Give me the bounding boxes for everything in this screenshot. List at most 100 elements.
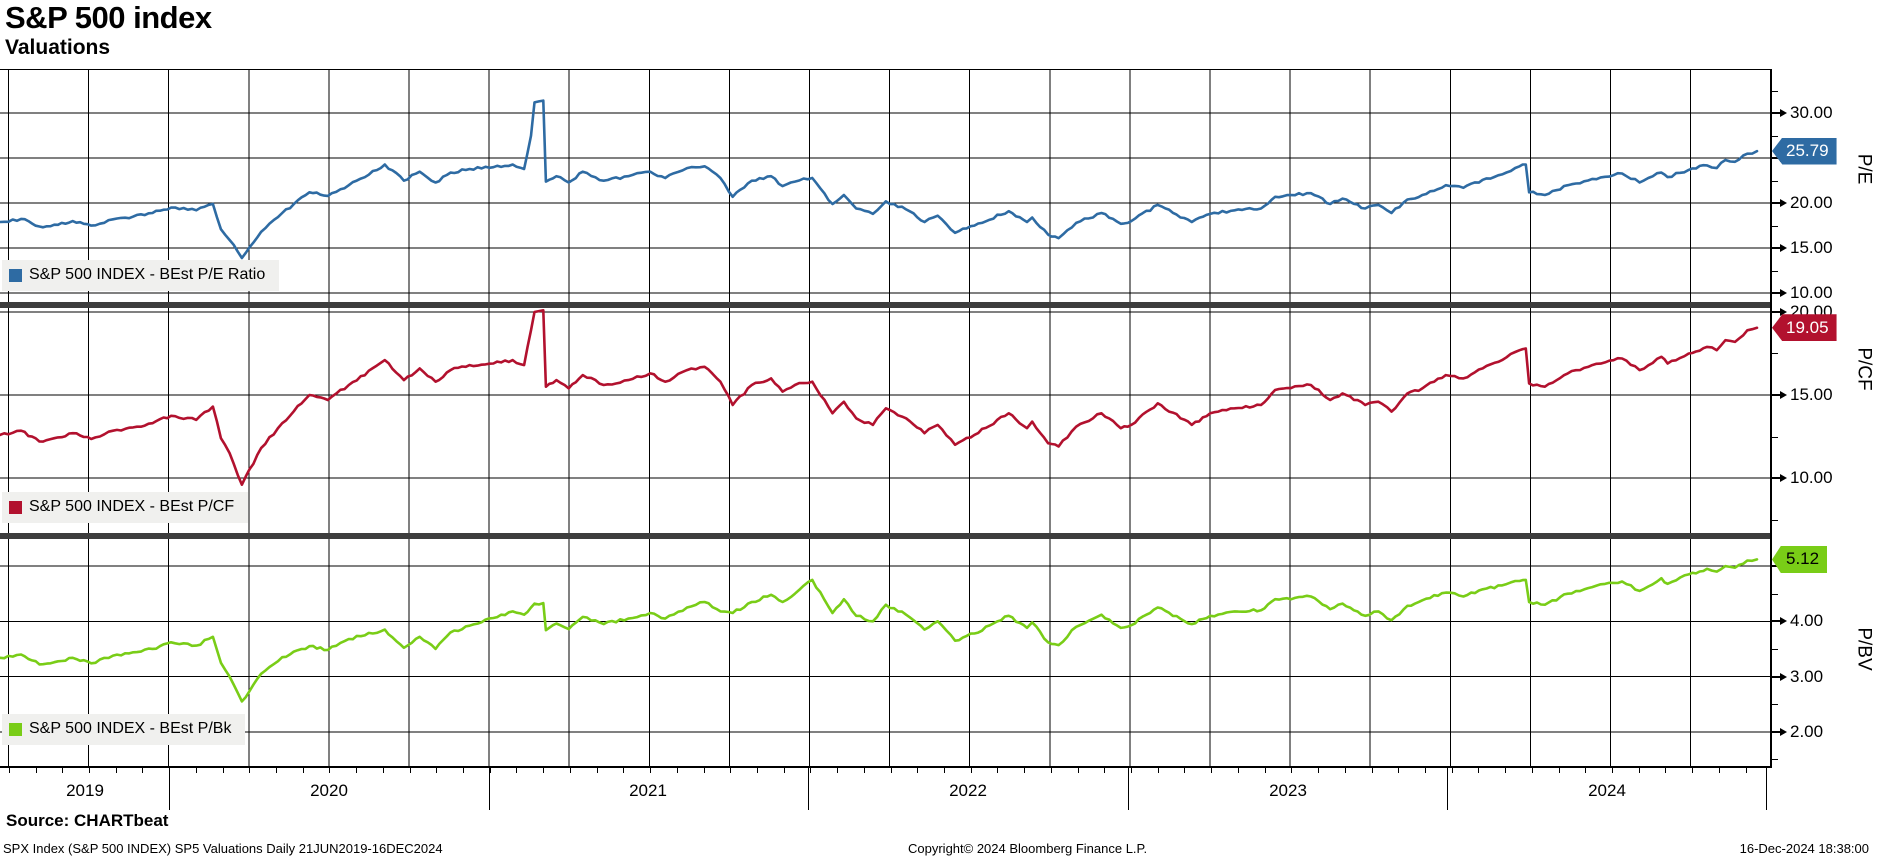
- source-line: Source: CHARTbeat: [6, 811, 169, 830]
- x-axis-month-tick: [1237, 768, 1239, 773]
- x-axis-month-tick: [756, 768, 758, 773]
- y-axis-title-pbv: P/BV: [1853, 627, 1875, 671]
- panel-separator: [0, 302, 1772, 308]
- tick-arrow-icon: [1780, 474, 1787, 483]
- x-axis-month-tick: [8, 768, 10, 773]
- x-axis-month-tick: [596, 768, 598, 773]
- panel-pe-plot[interactable]: [0, 70, 1772, 303]
- x-axis-year-label: 2019: [66, 781, 104, 800]
- y-tick-minor: [1770, 270, 1778, 272]
- x-axis-month-tick: [249, 768, 251, 773]
- x-axis-year-label: 2022: [949, 781, 987, 800]
- x-axis-year-label: 2020: [310, 781, 348, 800]
- y-tick-minor: [1770, 90, 1778, 92]
- x-axis-year-label: 2023: [1269, 781, 1307, 800]
- y-tick-minor: [1770, 225, 1778, 227]
- x-axis-month-tick: [169, 768, 171, 773]
- y-tick-label-pcf: 15.00: [1770, 385, 1833, 405]
- legend-swatch-pe-icon: [9, 268, 22, 282]
- series-line-pcf[interactable]: [0, 308, 1759, 486]
- x-axis-month-tick: [436, 768, 438, 773]
- tick-arrow-icon: [1780, 391, 1787, 399]
- x-axis-month-tick: [329, 768, 331, 773]
- x-axis-month-tick: [623, 768, 625, 773]
- x-axis-month-tick: [730, 768, 732, 773]
- series-line-pbv[interactable]: [0, 558, 1759, 703]
- x-axis-month-tick: [837, 768, 839, 773]
- footer-timestamp: 16-Dec-2024 18:38:00: [1739, 841, 1869, 856]
- last-value-tag-pe: 25.79: [1772, 137, 1837, 165]
- x-axis-month-tick: [1692, 768, 1694, 773]
- x-axis-month-tick: [1585, 768, 1587, 773]
- y-tick-label-pe: 20.00: [1770, 193, 1833, 213]
- y-tick-label-pe: 30.00: [1770, 103, 1833, 123]
- y-tick-label-pbv: 4.00: [1770, 611, 1823, 631]
- x-axis-month-tick: [1745, 768, 1747, 773]
- x-axis-month-tick: [1211, 768, 1213, 773]
- y-tick-label-pe: 10.00: [1770, 283, 1833, 303]
- x-axis-month-tick: [1531, 768, 1533, 773]
- y-tick-label-pe: 15.00: [1770, 238, 1833, 258]
- footer-copyright: Copyright© 2024 Bloomberg Finance L.P.: [908, 841, 1148, 856]
- x-axis-month-tick: [302, 768, 304, 773]
- x-axis-month-tick: [516, 768, 518, 773]
- page-title: S&P 500 index: [5, 0, 212, 35]
- last-value-tag-pbv: 5.12: [1772, 545, 1828, 573]
- tick-arrow-icon: [1780, 109, 1787, 118]
- y-tick-minor: [1770, 648, 1778, 650]
- x-axis-month-tick: [382, 768, 384, 773]
- panel-separator: [0, 533, 1772, 539]
- legend-label-pcf: S&P 500 INDEX - BEst P/CF: [29, 498, 235, 515]
- series-line-pe[interactable]: [0, 99, 1759, 260]
- tick-arrow-icon: [1780, 244, 1787, 253]
- chart-svg-pcf: [0, 308, 1772, 533]
- legend-pcf[interactable]: S&P 500 INDEX - BEst P/CF: [2, 492, 249, 523]
- x-axis-month-tick: [1131, 768, 1133, 773]
- legend-label-pe: S&P 500 INDEX - BEst P/E Ratio: [29, 266, 266, 283]
- footer-meta: SPX Index (S&P 500 INDEX) SP5 Valuations…: [3, 841, 443, 856]
- panel-pbv-plot[interactable]: [0, 539, 1772, 768]
- x-axis-month-tick: [703, 768, 705, 773]
- x-axis-month-tick: [35, 768, 37, 773]
- x-axis-year-separator: [808, 768, 809, 810]
- x-axis-month-tick: [1718, 768, 1720, 773]
- x-axis-month-tick: [944, 768, 945, 773]
- x-axis-year-separator: [1766, 768, 1767, 810]
- x-axis-month-tick: [1424, 768, 1426, 773]
- chart-svg-pbv: [0, 539, 1772, 768]
- legend-swatch-pbv-icon: [9, 722, 22, 736]
- tick-arrow-icon: [1780, 307, 1787, 316]
- legend-pe[interactable]: S&P 500 INDEX - BEst P/E Ratio: [2, 260, 280, 291]
- y-axis-title-pe: P/E: [1853, 153, 1875, 185]
- x-axis-month-tick: [409, 768, 411, 773]
- x-axis-month-tick: [1371, 768, 1373, 773]
- y-tick-minor: [1770, 593, 1778, 595]
- x-axis-month-tick: [1264, 768, 1266, 773]
- tick-arrow-icon: [1780, 617, 1787, 626]
- x-axis-month-tick: [676, 768, 678, 773]
- last-value-pe: 25.79: [1786, 141, 1829, 161]
- legend-swatch-pcf-icon: [9, 500, 22, 514]
- x-axis-month-tick: [1505, 768, 1507, 773]
- x-axis-month-tick: [970, 768, 972, 773]
- x-axis-year-separator: [169, 768, 170, 810]
- x-axis-month-tick: [1478, 768, 1480, 773]
- x-axis-year-separator: [1128, 768, 1129, 810]
- y-tick-label-pbv: 2.00: [1770, 722, 1823, 742]
- x-axis-month-tick: [1665, 768, 1667, 773]
- x-axis-month-tick: [1451, 768, 1453, 773]
- y-tick-label-pcf: 10.00: [1770, 468, 1833, 488]
- x-axis-month-tick: [1638, 768, 1640, 773]
- x-axis-month-tick: [783, 768, 785, 773]
- y-tick-minor: [1770, 180, 1778, 182]
- x-axis-month-tick: [115, 768, 117, 773]
- tick-arrow-icon: [1780, 199, 1787, 208]
- x-axis-month-tick: [1077, 768, 1079, 773]
- x-axis-month-tick: [997, 768, 999, 773]
- x-axis-month-tick: [1558, 768, 1560, 773]
- panel-pcf-plot[interactable]: [0, 308, 1772, 533]
- x-axis-month-tick: [1344, 768, 1346, 773]
- x-axis-month-tick: [463, 768, 465, 773]
- last-value-pcf: 19.05: [1786, 317, 1829, 337]
- legend-pbv[interactable]: S&P 500 INDEX - BEst P/Bk: [2, 714, 246, 745]
